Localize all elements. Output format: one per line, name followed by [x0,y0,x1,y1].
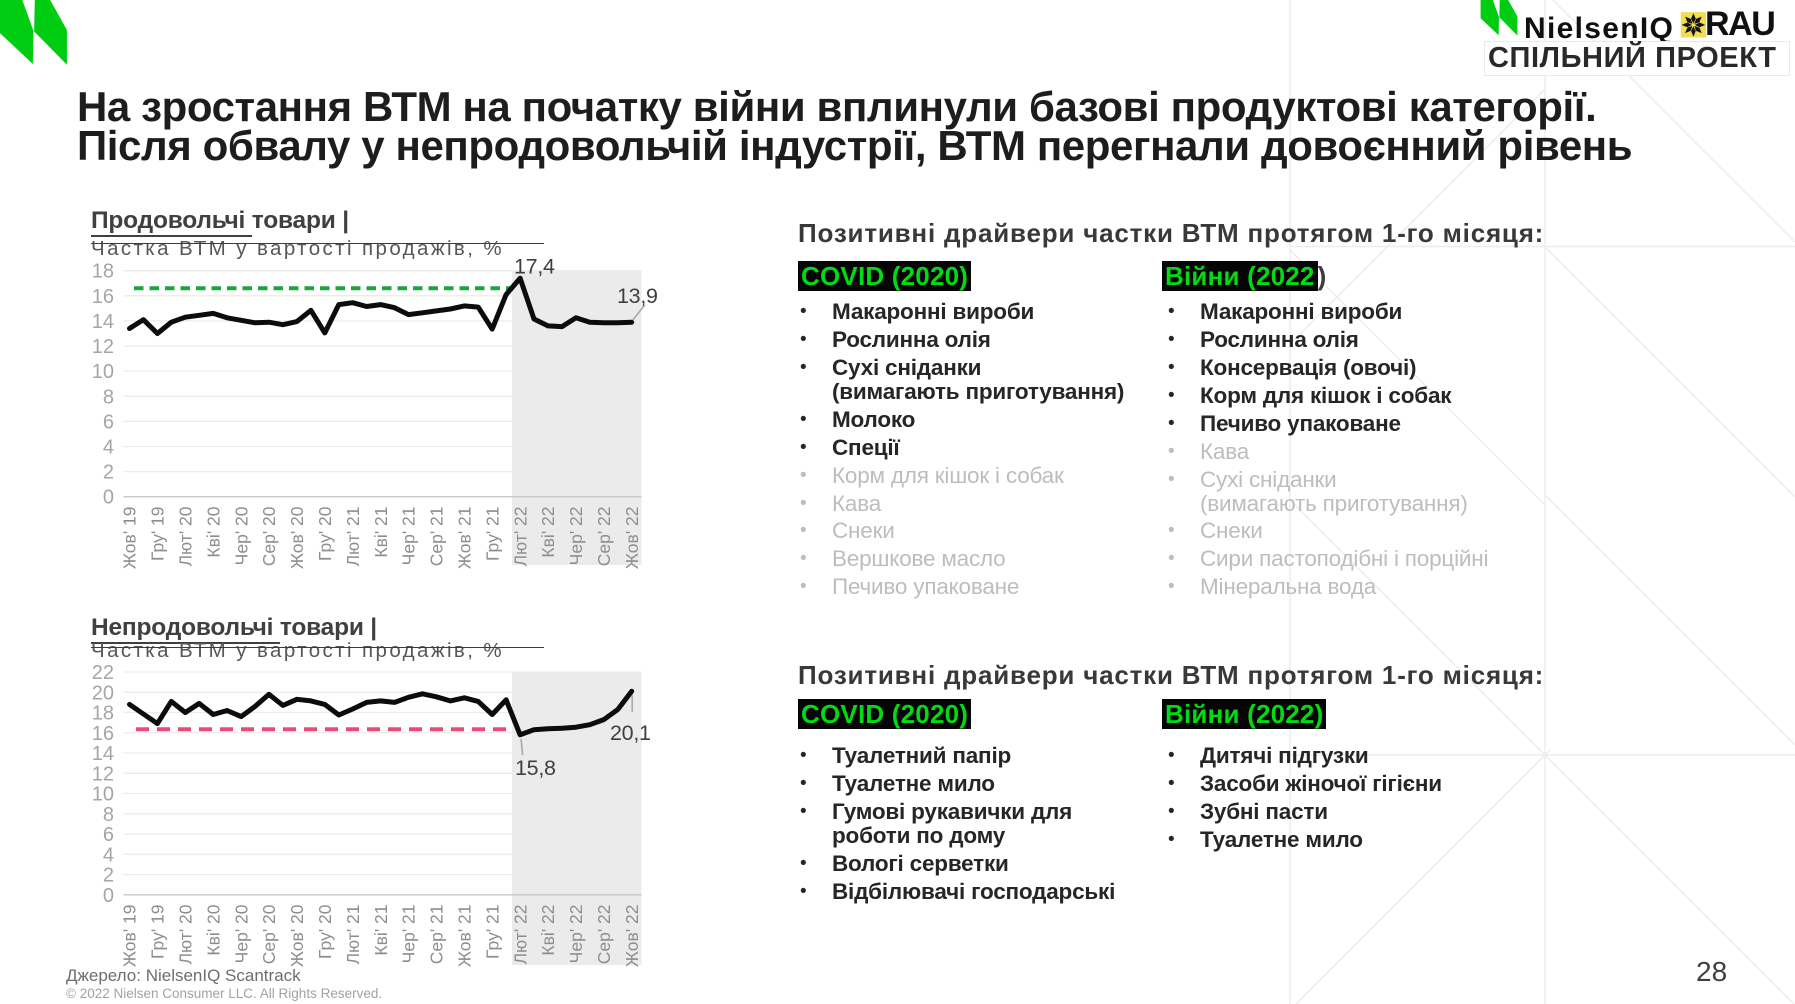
svg-text:Жов' 19: Жов' 19 [120,905,140,968]
svg-text:Жов' 20: Жов' 20 [287,904,307,967]
svg-text:20,1: 20,1 [610,721,651,745]
svg-text:Сер' 21: Сер' 21 [427,507,447,567]
svg-text:12: 12 [92,763,114,785]
svg-text:Лют' 20: Лют' 20 [176,506,196,566]
svg-text:Жов' 21: Жов' 21 [455,905,475,968]
svg-text:14: 14 [92,743,114,765]
svg-text:Кві' 21: Кві' 21 [371,905,391,956]
svg-text:Гру' 19: Гру' 19 [148,507,168,561]
svg-text:6: 6 [103,411,114,433]
svg-text:2: 2 [103,865,114,887]
svg-text:Кві' 22: Кві' 22 [538,507,558,558]
svg-text:10: 10 [92,784,114,806]
svg-text:13,9: 13,9 [617,284,658,308]
svg-text:Сер' 22: Сер' 22 [594,905,614,965]
svg-text:20: 20 [92,682,114,704]
svg-text:4: 4 [103,437,114,459]
svg-text:Жов' 21: Жов' 21 [455,507,475,570]
svg-text:Лют' 20: Лют' 20 [176,904,196,964]
svg-text:Лют' 22: Лют' 22 [510,905,530,965]
svg-text:Чер' 21: Чер' 21 [399,905,419,964]
svg-text:Лют' 21: Лют' 21 [343,507,363,567]
svg-text:Гру' 21: Гру' 21 [482,905,502,959]
svg-text:Гру' 20: Гру' 20 [315,506,335,561]
svg-text:18: 18 [92,703,114,725]
svg-text:17,4: 17,4 [514,255,555,279]
svg-text:14: 14 [92,311,114,333]
svg-text:Гру' 21: Гру' 21 [482,507,502,561]
svg-text:Сер' 20: Сер' 20 [259,506,279,566]
svg-text:0: 0 [103,885,114,907]
svg-text:Сер' 20: Сер' 20 [259,904,279,964]
svg-text:Жов' 19: Жов' 19 [120,507,140,570]
svg-text:4: 4 [103,844,114,866]
svg-text:Сер' 21: Сер' 21 [427,905,447,965]
svg-text:Кві' 21: Кві' 21 [371,507,391,558]
svg-text:Лют' 21: Лют' 21 [343,905,363,965]
svg-text:Чер' 20: Чер' 20 [231,904,251,963]
svg-text:22: 22 [92,662,114,684]
svg-text:Чер' 21: Чер' 21 [399,507,419,566]
svg-text:Чер' 22: Чер' 22 [566,507,586,566]
svg-text:Чер' 20: Чер' 20 [231,506,251,565]
svg-text:Жов' 22: Жов' 22 [622,905,642,968]
svg-text:Лют' 22: Лют' 22 [510,507,530,567]
svg-text:Чер' 22: Чер' 22 [566,905,586,964]
svg-text:0: 0 [103,487,114,509]
svg-text:Жов' 20: Жов' 20 [287,506,307,569]
svg-text:Сер' 22: Сер' 22 [594,507,614,567]
svg-text:16: 16 [92,723,114,745]
svg-text:Кві' 22: Кві' 22 [538,905,558,956]
svg-text:18: 18 [92,261,114,283]
svg-text:Кві' 20: Кві' 20 [203,506,223,557]
svg-text:8: 8 [103,804,114,826]
svg-text:6: 6 [103,824,114,846]
svg-text:15,8: 15,8 [515,756,556,780]
svg-text:12: 12 [92,336,114,358]
svg-text:16: 16 [92,286,114,308]
svg-text:8: 8 [103,386,114,408]
svg-text:10: 10 [92,361,114,383]
svg-text:Гру' 20: Гру' 20 [315,904,335,959]
svg-text:Гру' 19: Гру' 19 [148,905,168,959]
svg-text:Жов' 22: Жов' 22 [622,507,642,570]
svg-text:2: 2 [103,462,114,484]
svg-text:Кві' 20: Кві' 20 [203,904,223,955]
